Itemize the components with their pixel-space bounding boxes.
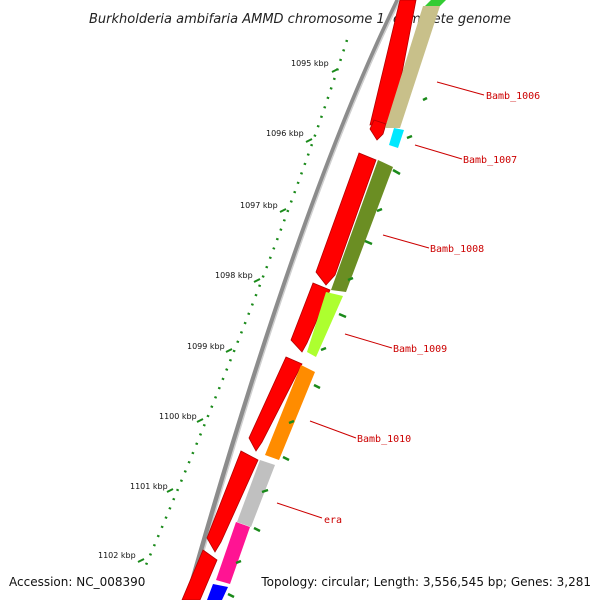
cds-arrow xyxy=(315,152,377,286)
scale-tick xyxy=(225,348,233,353)
strand-mark xyxy=(227,592,235,599)
cds-arrow xyxy=(290,282,331,353)
strand-mark xyxy=(253,526,261,533)
cds-arrow xyxy=(369,119,387,141)
strand-mark xyxy=(261,488,269,494)
accession-text: Accession: NC_008390 xyxy=(9,575,145,589)
cds-arrow xyxy=(248,356,303,452)
strand-mark xyxy=(338,312,347,319)
scale-tick xyxy=(331,68,339,73)
gene-label-era[interactable]: era xyxy=(324,515,342,526)
scale-tick xyxy=(305,138,313,143)
backbone-arc xyxy=(184,0,401,600)
gene-segment-era xyxy=(237,460,275,527)
strand-mark xyxy=(235,559,242,565)
leader-line-bamb-1008 xyxy=(382,234,430,249)
scale-tick-label: 1102 kbp xyxy=(98,551,136,560)
scale-tick-label: 1098 kbp xyxy=(215,271,253,280)
strand-mark xyxy=(288,419,295,425)
scale-tick xyxy=(253,278,261,283)
gene-segment-bamb-1007 xyxy=(389,128,404,148)
gene-label-bamb-1006[interactable]: Bamb_1006 xyxy=(486,91,540,102)
scale-tick xyxy=(279,208,287,213)
leader-line-bamb-1010 xyxy=(309,420,357,439)
cds-arrow xyxy=(181,549,218,600)
scale-tick-label: 1096 kbp xyxy=(266,129,304,138)
strand-mark xyxy=(347,276,354,282)
strand-mark xyxy=(320,346,327,352)
gene-segment-bamb-1009 xyxy=(307,292,343,357)
backbone-highlight xyxy=(189,0,401,600)
strand-mark xyxy=(392,168,401,176)
gene-segment-top-green xyxy=(425,0,446,6)
cds-arrow xyxy=(206,450,259,553)
gene-label-bamb-1007[interactable]: Bamb_1007 xyxy=(463,155,517,166)
scale-tick xyxy=(166,488,174,493)
gene-segment-bamb-1010 xyxy=(265,365,315,460)
genome-summary-text: Topology: circular; Length: 3,556,545 bp… xyxy=(260,575,591,589)
strand-mark xyxy=(406,134,413,140)
scale-tick xyxy=(196,418,204,423)
gene-segment-bamb-1008 xyxy=(331,160,393,292)
scale-dotted-track xyxy=(144,39,349,566)
gene-segment-blue xyxy=(207,584,228,600)
scale-tick xyxy=(137,558,145,563)
strand-mark xyxy=(364,239,373,246)
gene-leader-lines xyxy=(276,81,485,519)
leader-line-bamb-1007 xyxy=(414,144,463,160)
scale-ticks: 1095 kbp 1096 kbp 1097 kbp 1098 kbp 1099… xyxy=(98,59,339,563)
scale-tick-label: 1095 kbp xyxy=(291,59,329,68)
strand-mark xyxy=(422,96,428,102)
gene-segment-bamb-1006 xyxy=(385,6,440,128)
map-title: Burkholderia ambifaria AMMD chromosome 1… xyxy=(89,12,511,27)
gene-label-bamb-1008[interactable]: Bamb_1008 xyxy=(430,244,484,255)
leader-line-bamb-1009 xyxy=(344,333,393,349)
scale-tick-label: 1100 kbp xyxy=(159,412,197,421)
leader-line-bamb-1006 xyxy=(436,81,485,96)
strand-mark xyxy=(313,383,321,390)
gene-segment-pink xyxy=(216,522,250,584)
scale-tick-label: 1097 kbp xyxy=(240,201,278,210)
gene-label-bamb-1010[interactable]: Bamb_1010 xyxy=(357,434,411,445)
cds-track xyxy=(181,0,417,600)
scale-tick-label: 1099 kbp xyxy=(187,342,225,351)
outer-strand-marks xyxy=(227,96,428,599)
gene-label-bamb-1009[interactable]: Bamb_1009 xyxy=(393,344,447,355)
strand-mark xyxy=(376,207,383,213)
scale-tick-label: 1101 kbp xyxy=(130,482,168,491)
strand-mark xyxy=(282,455,290,462)
leader-line-era xyxy=(276,502,323,519)
